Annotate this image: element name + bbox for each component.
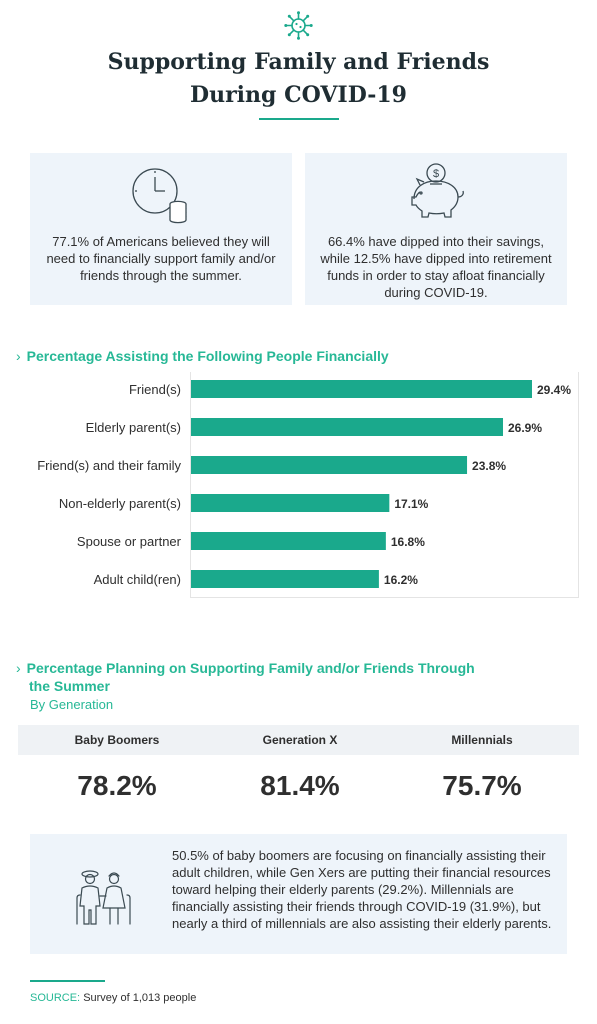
stat-card-savings: $ 66.4% have dipped into their savings, …: [305, 153, 567, 305]
chevron-right-icon: ›: [16, 660, 21, 676]
generation-label-boomers: Baby Boomers: [74, 733, 160, 747]
generation-value-boomers: 78.2%: [77, 770, 157, 801]
page-title-line2: During COVID-19: [190, 82, 407, 108]
bar-value-label: 16.8%: [391, 535, 425, 549]
elderly-couple-icon: [76, 870, 131, 925]
generation-note-text: 50.5% of baby boomers are focusing on fi…: [172, 848, 552, 931]
bar: [191, 532, 386, 550]
stat-card-savings-text: 66.4% have dipped into their savings, wh…: [320, 234, 552, 300]
source-label: SOURCE:: [30, 992, 81, 1004]
generation-value-genx: 81.4%: [260, 770, 340, 801]
svg-text:$: $: [433, 168, 439, 180]
bar: [191, 570, 379, 588]
bar-category-label: Non-elderly parent(s): [59, 496, 181, 511]
clock-coins-icon: [132, 168, 187, 224]
source-divider: [30, 980, 105, 982]
bar: [191, 494, 390, 512]
bar: [191, 418, 504, 436]
title-divider: [259, 118, 339, 120]
bar-category-label: Adult child(ren): [94, 572, 181, 587]
bar: [191, 380, 532, 398]
chart-left-axis: [190, 372, 191, 597]
bar-value-label: 17.1%: [394, 497, 428, 511]
bar-value-label: 16.2%: [384, 573, 418, 587]
generation-header-bar: [18, 725, 579, 755]
bar-value-label: 26.9%: [508, 421, 542, 435]
generation-label-millennials: Millennials: [451, 733, 513, 747]
section-heading-assisting: › Percentage Assisting the Following Peop…: [16, 347, 389, 365]
bar-value-label: 23.8%: [472, 459, 506, 473]
chart-right-border: [578, 372, 579, 597]
source-line: SOURCE: Survey of 1,013 people: [30, 992, 196, 1004]
bar-chart: Friend(s) 29.4% Elderly parent(s) 26.9% Frie…: [37, 380, 571, 588]
bar-category-label: Friend(s): [129, 382, 181, 397]
virus-icon: [284, 11, 313, 40]
chevron-right-icon: ›: [16, 348, 21, 364]
generation-label-genx: Generation X: [262, 733, 338, 747]
section-heading-assisting-text: Percentage Assisting the Following Peopl…: [26, 348, 389, 364]
bar-category-label: Elderly parent(s): [86, 420, 181, 435]
bar-category-label: Friend(s) and their family: [37, 458, 181, 473]
bar: [191, 456, 468, 474]
page-title: Supporting Family and Friends During COV…: [0, 46, 597, 112]
source-text: Survey of 1,013 people: [83, 992, 197, 1004]
chart-bottom-border: [190, 597, 579, 598]
bar-category-label: Spouse or partner: [77, 534, 182, 549]
generation-note-card: 50.5% of baby boomers are focusing on fi…: [30, 834, 567, 954]
piggy-bank-icon: $: [411, 163, 464, 218]
bar-value-label: 29.4%: [537, 383, 571, 397]
section-heading-planning-line1: Percentage Planning on Supporting Family…: [26, 660, 475, 676]
stat-card-support: 77.1% of Americans believed they will ne…: [30, 153, 292, 305]
generation-value-millennials: 75.7%: [442, 770, 522, 801]
page-title-line1: Supporting Family and Friends: [107, 49, 490, 75]
section-subtitle: By Generation: [30, 697, 114, 712]
section-heading-planning: › Percentage Planning on Supporting Famil…: [16, 659, 475, 695]
stat-card-support-text: 77.1% of Americans believed they will ne…: [46, 234, 276, 283]
section-heading-planning-line2: the Summer: [29, 678, 110, 694]
